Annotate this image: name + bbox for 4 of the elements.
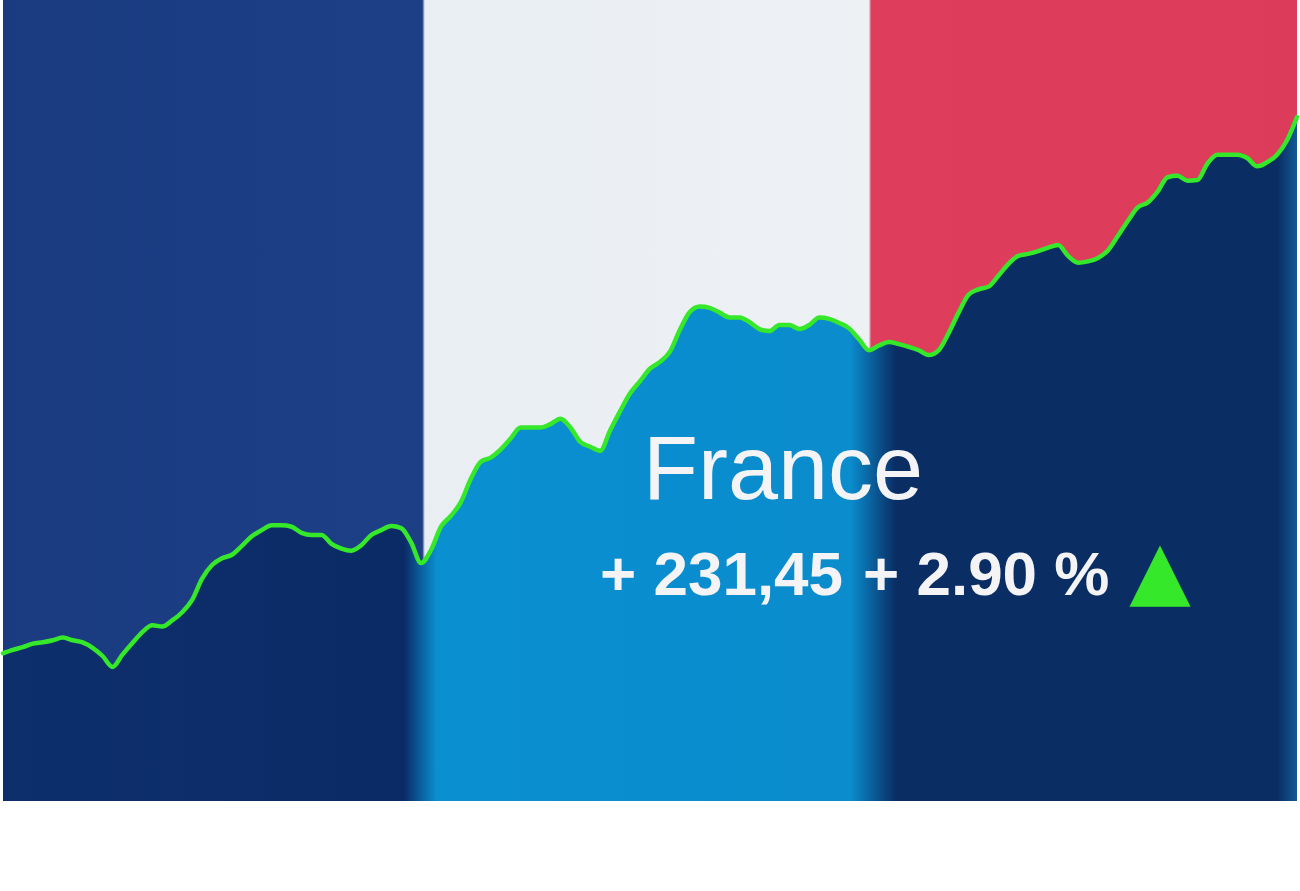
annotation: + 2.90 % [863, 539, 1110, 608]
text: France [643, 418, 924, 518]
annotation: + 231,45 [600, 539, 844, 608]
annotation: ▲ [1129, 523, 1192, 616]
